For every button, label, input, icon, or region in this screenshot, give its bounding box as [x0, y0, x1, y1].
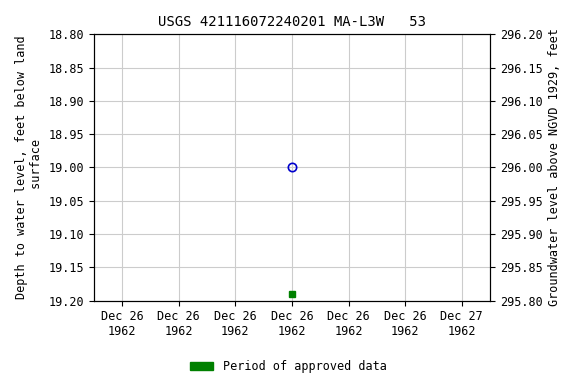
Title: USGS 421116072240201 MA-L3W   53: USGS 421116072240201 MA-L3W 53: [158, 15, 426, 29]
Y-axis label: Groundwater level above NGVD 1929, feet: Groundwater level above NGVD 1929, feet: [548, 28, 561, 306]
Y-axis label: Depth to water level, feet below land
 surface: Depth to water level, feet below land su…: [15, 36, 43, 299]
Legend: Period of approved data: Period of approved data: [185, 356, 391, 378]
